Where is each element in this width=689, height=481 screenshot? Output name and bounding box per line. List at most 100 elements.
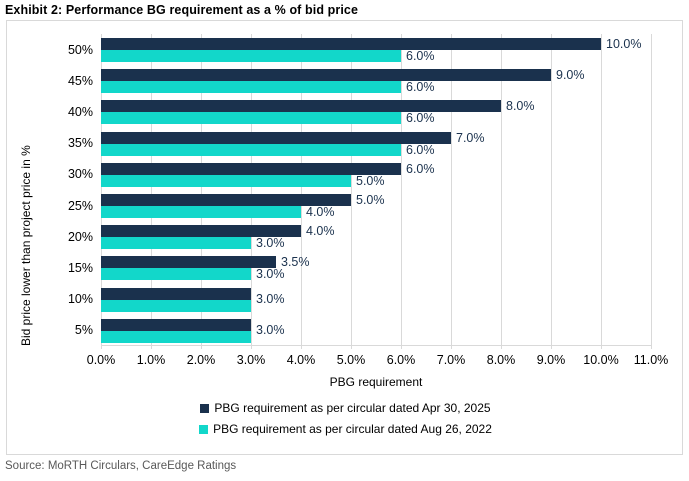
bar-aug-2022	[101, 237, 251, 250]
legend-swatch-icon	[199, 424, 209, 434]
y-tick-label: 15%	[67, 261, 93, 275]
x-tick-label: 6.0%	[386, 353, 416, 367]
axis-tick-mark	[101, 345, 102, 349]
data-label: 6.0%	[406, 49, 435, 63]
y-tick-label: 25%	[67, 198, 93, 213]
gridline	[451, 34, 452, 345]
y-axis-tick-labels: 50% 45% 40% 35% 30% 25% 20% 15% 10% 5%	[41, 34, 93, 346]
axis-tick-mark	[601, 345, 602, 349]
bar-apr-2025	[101, 225, 301, 238]
x-tick-label: 8.0%	[486, 353, 516, 367]
legend-label: PBG requirement as per circular dated Au…	[213, 422, 492, 436]
y-tick-label: 50%	[67, 42, 93, 57]
axis-tick-mark	[451, 345, 452, 349]
plot-area: 10.0% 6.0% 9.0% 6.0% 8.0% 6.0% 7.0% 6.0% 6.0% 5.0…	[101, 34, 652, 349]
bar-apr-2025	[101, 318, 251, 331]
bar-aug-2022	[101, 330, 251, 343]
x-axis-title: PBG requirement	[329, 375, 423, 389]
bar-aug-2022	[101, 81, 401, 94]
chart-frame: Bid price lower than project price in % …	[6, 20, 683, 455]
y-axis-title: Bid price lower than project price in %	[19, 145, 33, 346]
x-tick-label: 5.0%	[336, 353, 366, 367]
legend: PBG requirement as per circular dated Ap…	[7, 401, 684, 436]
data-label: 3.5%	[281, 255, 310, 270]
gridline	[551, 34, 552, 345]
gridline	[201, 34, 202, 345]
legend-item: PBG requirement as per circular dated Ap…	[200, 401, 491, 415]
y-tick-label: 20%	[67, 229, 93, 244]
bar-apr-2025	[101, 162, 401, 175]
x-tick-label: 11.0%	[633, 353, 669, 367]
data-label: 3.0%	[256, 292, 285, 307]
x-axis-tick-labels: 0.0% 1.0% 2.0% 3.0% 4.0% 5.0% 6.0% 7.0% 8.0% 9.0%…	[87, 353, 669, 369]
axis-tick-mark	[201, 345, 202, 349]
data-label: 4.0%	[306, 205, 335, 219]
source-note: Source: MoRTH Circulars, CareEdge Rating…	[5, 460, 237, 472]
x-tick-label: 1.0%	[136, 353, 166, 367]
data-label: 7.0%	[456, 130, 485, 145]
data-label: 6.0%	[406, 80, 435, 95]
bar-apr-2025	[101, 38, 601, 50]
y-tick-label: 35%	[67, 136, 93, 151]
y-tick-label: 10%	[67, 292, 93, 307]
x-tick-label: 4.0%	[286, 353, 316, 367]
axis-tick-mark	[351, 345, 352, 349]
bar-aug-2022	[101, 50, 401, 62]
axis-tick-mark	[401, 345, 402, 349]
bar-apr-2025	[101, 100, 501, 113]
data-label: 6.0%	[406, 161, 435, 176]
gridline	[351, 34, 352, 345]
gridline	[101, 34, 102, 345]
bar-aug-2022	[101, 112, 401, 125]
gridline	[601, 34, 602, 345]
bar-apr-2025	[101, 256, 276, 269]
data-label: 3.0%	[256, 236, 285, 251]
data-label: 6.0%	[406, 142, 435, 157]
axis-tick-mark	[551, 345, 552, 349]
gridline	[501, 34, 502, 345]
axis-tick-mark	[251, 345, 252, 349]
bar-apr-2025	[101, 69, 551, 82]
bar-aug-2022	[101, 143, 401, 156]
legend-label: PBG requirement as per circular dated Ap…	[214, 401, 491, 415]
gridline	[401, 34, 402, 345]
legend-swatch-icon	[200, 403, 210, 413]
y-tick-label: 30%	[67, 167, 93, 182]
gridline	[301, 34, 302, 345]
data-label: 10.0%	[606, 37, 642, 51]
gridline	[251, 34, 252, 345]
data-label: 3.0%	[256, 323, 285, 338]
data-label: 5.0%	[356, 173, 385, 188]
data-label: 5.0%	[356, 193, 385, 207]
y-tick-label: 40%	[67, 105, 93, 119]
y-tick-label: 5%	[74, 323, 93, 338]
x-tick-label: 10.0%	[583, 353, 619, 367]
gridline	[651, 34, 652, 345]
data-label: 3.0%	[256, 267, 285, 282]
x-tick-label: 0.0%	[86, 353, 116, 367]
x-tick-label: 7.0%	[436, 353, 466, 367]
data-label: 6.0%	[406, 111, 435, 126]
bar-aug-2022	[101, 174, 351, 187]
data-label: 8.0%	[506, 99, 535, 114]
bar-aug-2022	[101, 268, 251, 281]
axis-tick-mark	[151, 345, 152, 349]
bar-aug-2022	[101, 299, 251, 312]
axis-tick-mark	[301, 345, 302, 349]
axis-tick-mark	[501, 345, 502, 349]
y-tick-label: 45%	[67, 73, 93, 88]
axis-tick-mark	[651, 345, 652, 349]
bar-apr-2025	[101, 131, 451, 144]
bar-apr-2025	[101, 194, 351, 206]
data-label: 9.0%	[556, 68, 585, 83]
bar-apr-2025	[101, 287, 251, 300]
x-tick-label: 3.0%	[236, 353, 266, 367]
x-tick-label: 2.0%	[186, 353, 216, 367]
data-label: 4.0%	[306, 224, 335, 239]
gridline	[151, 34, 152, 345]
legend-item: PBG requirement as per circular dated Au…	[199, 422, 492, 436]
bar-aug-2022	[101, 206, 301, 218]
exhibit-title: Exhibit 2: Performance BG requirement as…	[5, 3, 359, 17]
x-tick-label: 9.0%	[536, 353, 566, 367]
